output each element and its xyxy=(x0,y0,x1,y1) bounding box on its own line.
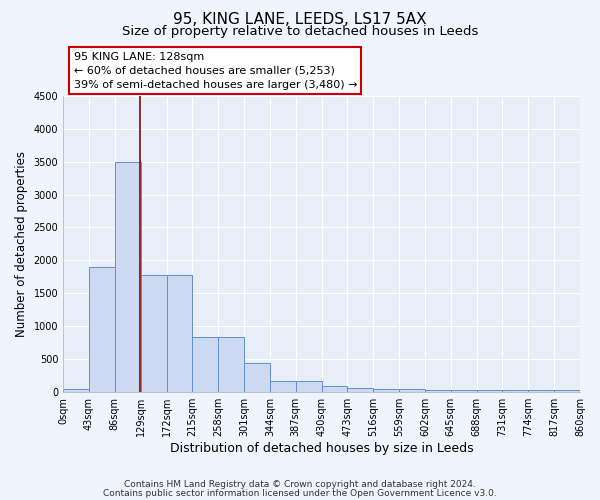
Bar xyxy=(347,388,373,392)
Text: Size of property relative to detached houses in Leeds: Size of property relative to detached ho… xyxy=(122,25,478,38)
Bar xyxy=(140,275,167,392)
Bar xyxy=(322,386,347,392)
Text: 95 KING LANE: 128sqm
← 60% of detached houses are smaller (5,253)
39% of semi-de: 95 KING LANE: 128sqm ← 60% of detached h… xyxy=(74,52,357,90)
Bar xyxy=(244,362,270,392)
X-axis label: Distribution of detached houses by size in Leeds: Distribution of detached houses by size … xyxy=(170,442,473,455)
Bar xyxy=(502,390,529,392)
Bar xyxy=(270,381,296,392)
Y-axis label: Number of detached properties: Number of detached properties xyxy=(15,151,28,337)
Bar xyxy=(296,381,322,392)
Bar xyxy=(193,337,218,392)
Text: Contains HM Land Registry data © Crown copyright and database right 2024.: Contains HM Land Registry data © Crown c… xyxy=(124,480,476,489)
Bar xyxy=(89,267,115,392)
Bar xyxy=(476,390,502,392)
Bar xyxy=(218,337,244,392)
Text: Contains public sector information licensed under the Open Government Licence v3: Contains public sector information licen… xyxy=(103,488,497,498)
Bar xyxy=(63,389,89,392)
Bar xyxy=(451,390,476,392)
Bar xyxy=(399,388,425,392)
Bar xyxy=(115,162,140,392)
Bar xyxy=(554,390,580,392)
Bar xyxy=(373,388,399,392)
Bar xyxy=(529,390,554,392)
Bar xyxy=(167,275,193,392)
Text: 95, KING LANE, LEEDS, LS17 5AX: 95, KING LANE, LEEDS, LS17 5AX xyxy=(173,12,427,28)
Bar xyxy=(425,390,451,392)
